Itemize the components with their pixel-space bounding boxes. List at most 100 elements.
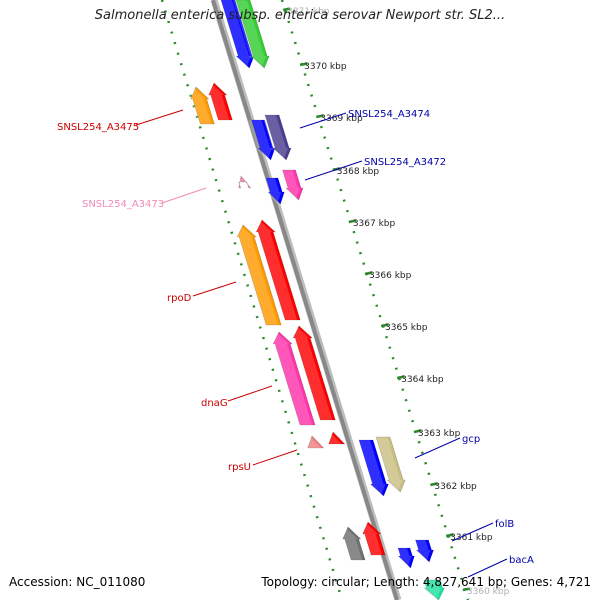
gene-SNSL254_A3475 [205, 82, 233, 121]
gene-label: dnaG [201, 398, 228, 409]
gene-bacA-body [423, 579, 445, 601]
gene-gcp [373, 436, 406, 493]
gene-blue-mid-shade [263, 178, 282, 204]
gene-dnaG-shade [270, 332, 313, 425]
gene-blue-mid [263, 177, 285, 205]
gene-SNSL254_A3473-shade [235, 176, 248, 188]
tick-label: 3360 kbp [467, 587, 510, 597]
gene-folB-body [397, 547, 415, 569]
gene-label-leader [192, 281, 237, 297]
gene-rpoD-red [253, 219, 301, 321]
tick-mark [430, 482, 438, 487]
gene-SNSL254_A3473-body [238, 175, 252, 189]
tick-label: 3371 kbp [287, 7, 330, 17]
tick-mark [413, 429, 422, 434]
gene-label: folB [495, 519, 514, 530]
topology-summary: Topology: circular; Length: 4,827,641 bp… [261, 575, 591, 589]
gene-blue-mid-body [265, 177, 285, 205]
outer-dotted-track [280, 0, 470, 601]
gene-green-top-shade [233, 0, 267, 68]
gene-gray-bottom-body [342, 526, 366, 561]
gene-rpsU-shade [304, 436, 321, 448]
gene-label: rpsU [228, 462, 251, 473]
tick-label: 3363 kbp [418, 429, 461, 439]
gene-folB [395, 547, 415, 569]
gene-rpsU-body [307, 435, 325, 449]
gene-SNSL254_A3474-blue-body [251, 119, 276, 161]
gene-SNSL254_A3475-orange-body [190, 86, 215, 125]
gene-gray-bottom-shade [339, 527, 363, 560]
gene-blue-gcp [356, 439, 389, 497]
gene-rpsU [304, 435, 325, 449]
gene-gcp-shade [373, 437, 403, 492]
tick-mark [445, 533, 454, 538]
gene-rpsU-red-shade [325, 432, 342, 444]
tick-label: 3365 kbp [385, 323, 428, 333]
gene-SNSL254_A3472 [279, 169, 304, 201]
gene-label: SNSL254_A3472 [364, 157, 446, 168]
gene-label-leader [467, 558, 508, 578]
gene-red-bottom-body [362, 521, 386, 556]
tick-mark [282, 7, 291, 12]
gene-label-leader [414, 437, 461, 459]
tick-mark [299, 62, 308, 67]
tick-label: 3370 kbp [304, 62, 347, 72]
gene-gray-bottom [339, 526, 366, 561]
gene-SNSL254_A3474-body [264, 114, 292, 161]
tick-label: 3368 kbp [337, 167, 380, 177]
gene-dnaG-red [290, 325, 336, 421]
gene-blue-folB2-body [415, 539, 434, 563]
tick-label: 3361 kbp [450, 533, 493, 543]
gene-SNSL254_A3474-shade [262, 115, 289, 160]
gene-dnaG-red-shade [290, 326, 333, 420]
gene-blue-top [218, 0, 255, 69]
gene-SNSL254_A3475-orange [187, 86, 215, 125]
backbone-line [211, 0, 399, 601]
gene-SNSL254_A3472-body [282, 169, 304, 201]
map-title: Salmonella enterica subsp. enterica sero… [94, 8, 506, 23]
gene-label: SNSL254_A3474 [348, 109, 430, 120]
tick-mark [380, 323, 389, 328]
gene-blue-folB2 [412, 539, 434, 563]
gene-rpoD-body [236, 224, 282, 326]
gene-SNSL254_A3475-body [208, 82, 233, 121]
gene-rpoD-red-body [255, 219, 301, 321]
gene-rpoD [234, 224, 282, 326]
gene-SNSL254_A3475-orange-shade [187, 87, 212, 124]
gene-label-leader [227, 385, 273, 402]
tick-mark [364, 271, 373, 276]
tick-label: 3367 kbp [353, 219, 396, 229]
gene-SNSL254_A3474 [262, 114, 292, 161]
gene-dnaG [270, 331, 316, 426]
gene-label-leader [135, 109, 184, 126]
tick-label: 3366 kbp [369, 271, 412, 281]
gene-SNSL254_A3475-shade [205, 83, 230, 120]
gene-label: gcp [462, 434, 480, 445]
gene-label-leader [304, 160, 363, 181]
gene-dnaG-red-body [292, 325, 336, 421]
gene-rpoD-red-shade [253, 220, 298, 320]
gene-label: bacA [509, 555, 534, 566]
tick-label: 3369 kbp [320, 114, 363, 124]
gene-blue-gcp-shade [356, 440, 386, 496]
tick-mark [316, 114, 324, 119]
gene-folB-shade [395, 548, 412, 568]
gene-SNSL254_A3474-blue [248, 119, 276, 161]
gene-blue-gcp-body [358, 439, 389, 497]
gene-rpsU-red [325, 431, 346, 445]
gene-red-bottom-shade [359, 522, 383, 555]
tick-mark [348, 219, 357, 224]
gene-rpoD-shade [234, 225, 279, 325]
gene-blue-top-body [220, 0, 255, 69]
gene-label-leader [252, 449, 298, 466]
gene-label-leader [299, 112, 347, 129]
gene-blue-folB2-shade [412, 540, 431, 562]
gene-red-bottom [359, 521, 386, 556]
gene-rpsU-red-body [328, 431, 346, 445]
gene-label: rpoD [167, 293, 192, 304]
gene-gcp-body [375, 436, 406, 493]
gene-label-leader [451, 522, 494, 542]
tick-mark [396, 375, 405, 380]
